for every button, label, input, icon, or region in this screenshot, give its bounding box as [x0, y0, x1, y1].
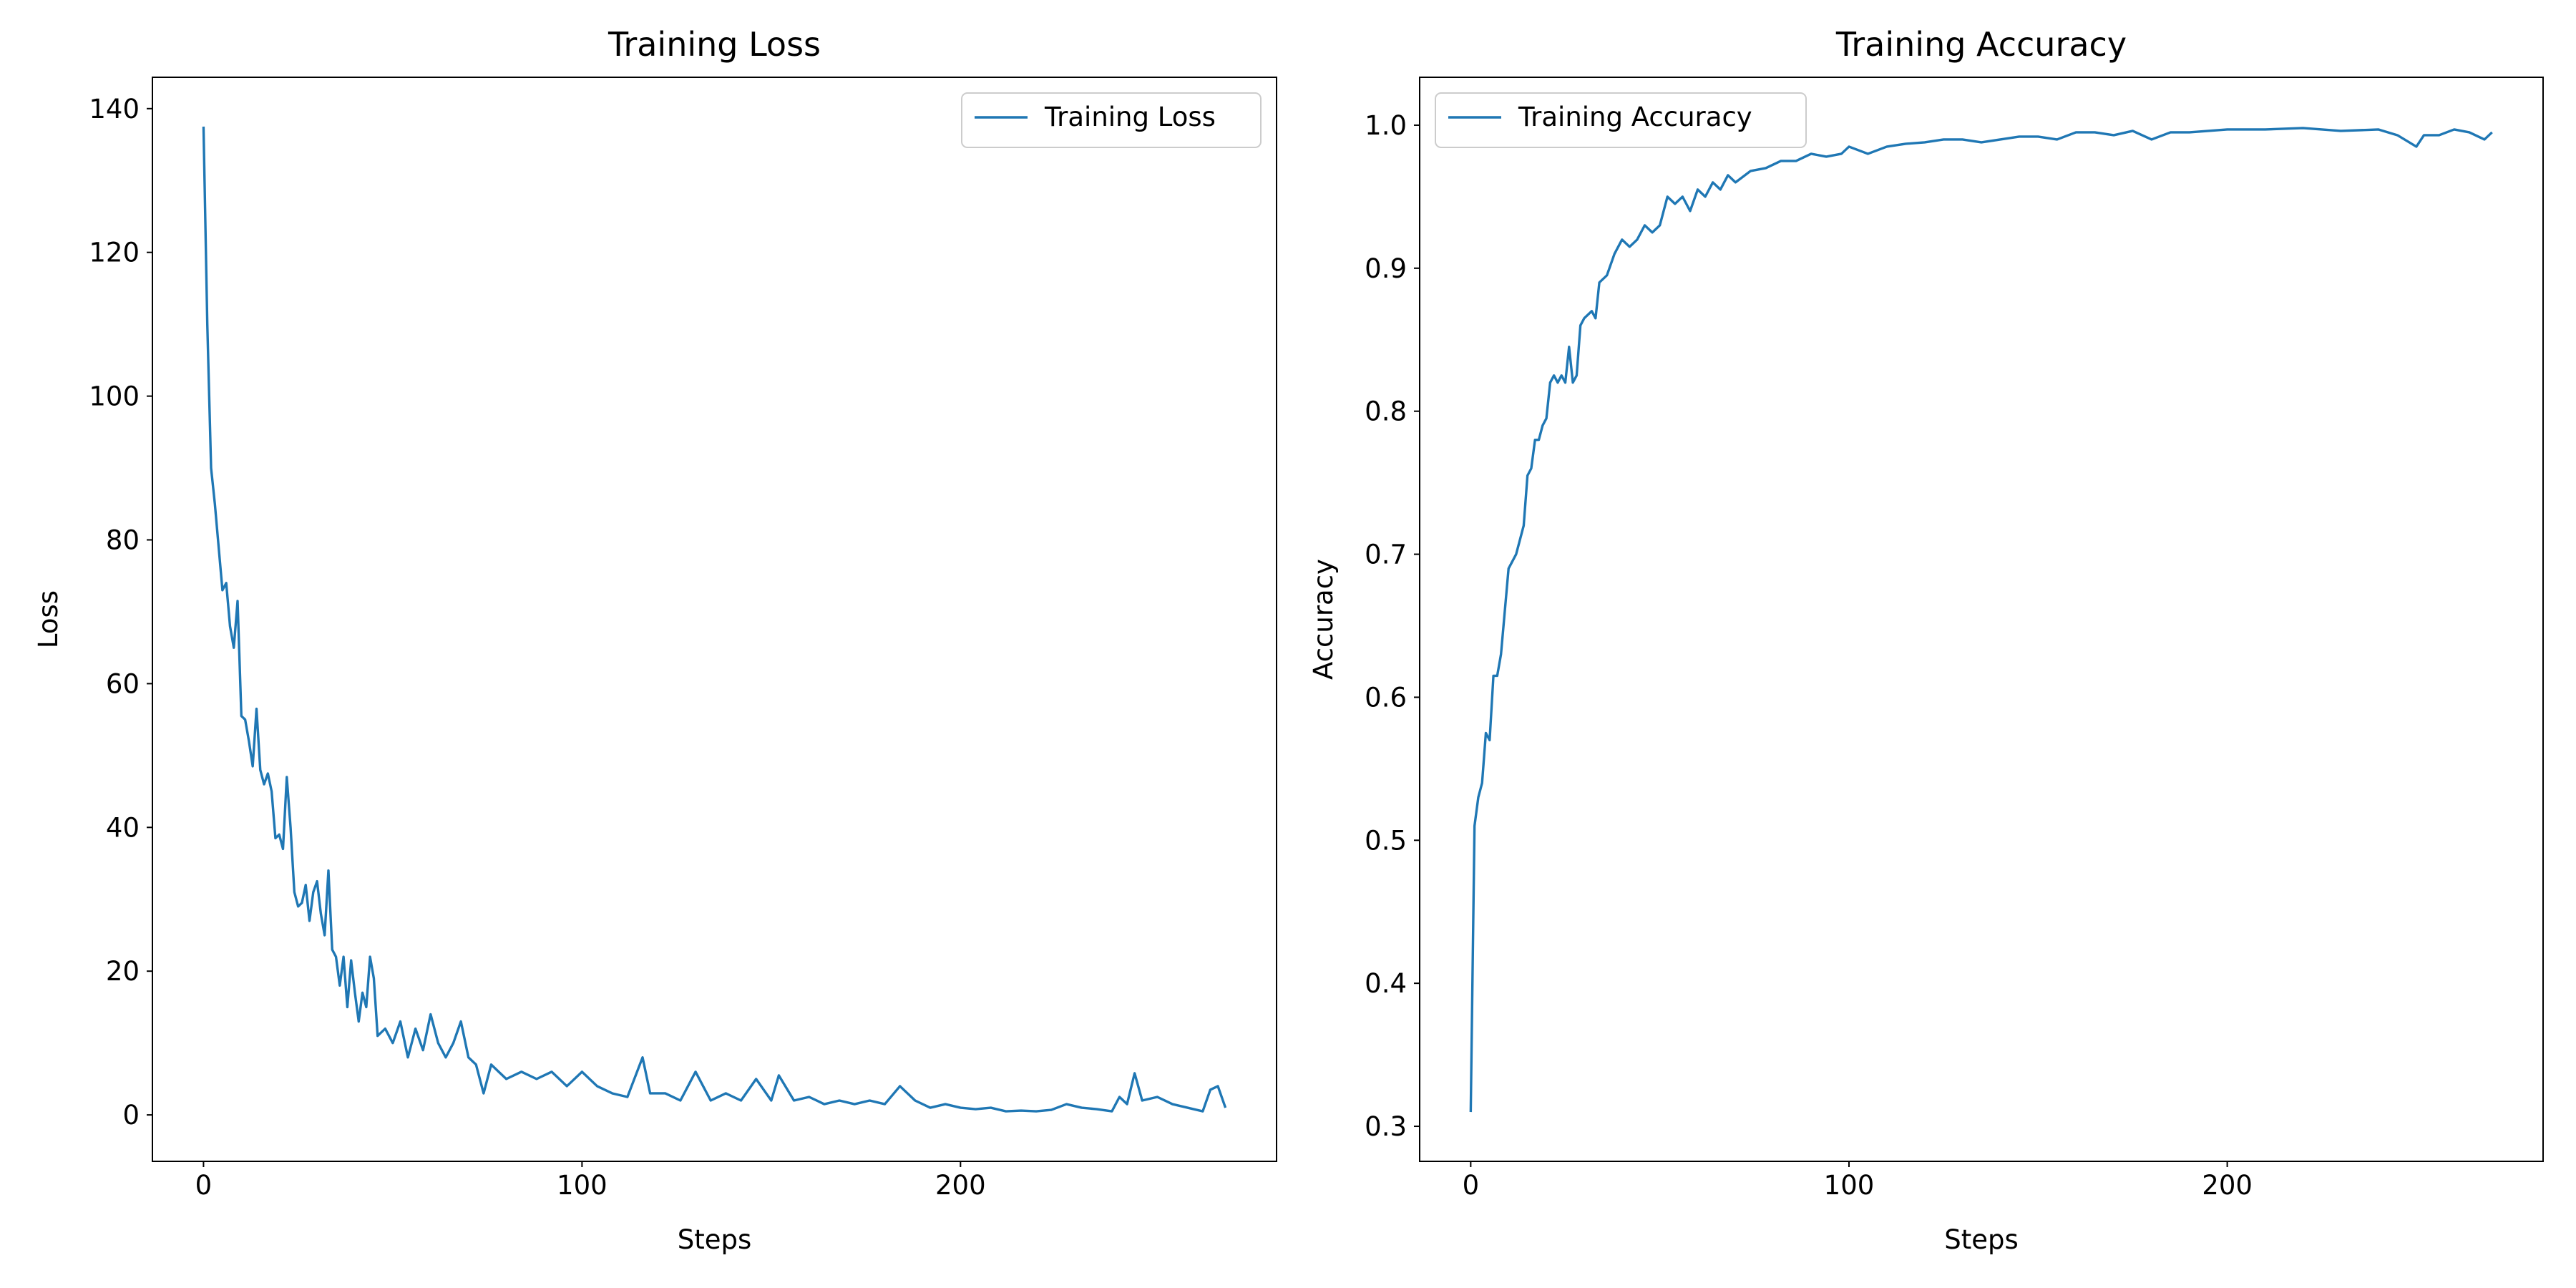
y-tick-label: 100 [89, 381, 140, 412]
y-tick-label: 0 [122, 1100, 140, 1131]
y-tick-label: 120 [89, 238, 140, 268]
x-tick-label: 100 [1824, 1170, 1875, 1201]
y-tick-label: 140 [89, 94, 140, 125]
data-line [202, 126, 1227, 1113]
y-tick-label: 40 [106, 812, 140, 843]
plot-frame [152, 77, 1277, 1162]
legend-box [1435, 92, 1807, 148]
x-tick-label: 0 [195, 1170, 213, 1201]
x-axis-label: Steps [678, 1224, 752, 1255]
y-tick-label: 0.3 [1365, 1111, 1407, 1142]
x-tick-label: 100 [557, 1170, 608, 1201]
legend-box [961, 92, 1262, 148]
y-tick-label: 1.0 [1365, 110, 1407, 141]
x-axis-label: Steps [1944, 1224, 2019, 1255]
y-tick-label: 0.9 [1365, 253, 1407, 284]
y-tick-label: 0.7 [1365, 540, 1407, 570]
y-tick-label: 0.5 [1365, 825, 1407, 856]
chart-title: Training Loss [608, 25, 821, 64]
y-axis-label: Loss [33, 590, 64, 648]
legend-label: Training Loss [1044, 102, 1216, 132]
y-tick-label: 0.8 [1365, 396, 1407, 427]
x-tick-label: 200 [935, 1170, 986, 1201]
y-tick-label: 0.4 [1365, 968, 1407, 999]
x-tick-label: 200 [2202, 1170, 2253, 1201]
y-tick-label: 20 [106, 956, 140, 987]
x-tick-label: 0 [1463, 1170, 1480, 1201]
y-tick-label: 60 [106, 668, 140, 699]
data-line [1469, 127, 2493, 1113]
y-tick-label: 0.6 [1365, 682, 1407, 713]
y-tick-label: 80 [106, 525, 140, 556]
chart-title: Training Accuracy [1835, 25, 2127, 64]
plot-frame [1419, 77, 2544, 1162]
y-axis-label: Accuracy [1308, 559, 1339, 680]
legend-label: Training Accuracy [1518, 102, 1752, 132]
